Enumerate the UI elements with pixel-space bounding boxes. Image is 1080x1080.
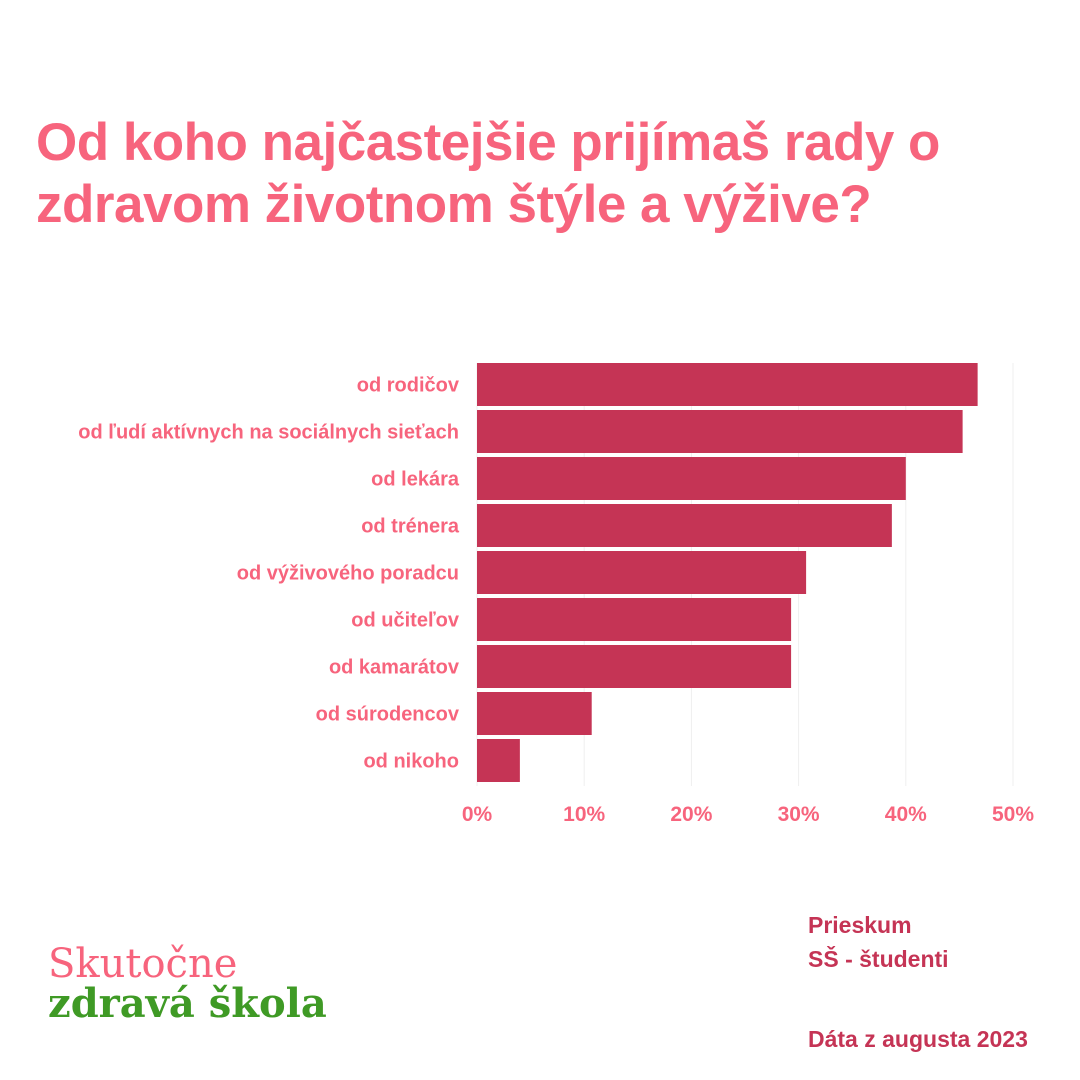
bar <box>477 410 963 453</box>
bar <box>477 692 592 735</box>
category-label: od nikoho <box>363 751 459 773</box>
x-tick-label: 50% <box>992 803 1034 826</box>
bar <box>477 598 792 641</box>
bar <box>477 363 978 406</box>
bar <box>477 457 906 500</box>
bars <box>477 363 978 782</box>
bar <box>477 739 520 782</box>
logo-line-2: zdravá škola <box>48 980 327 1027</box>
survey-group: SŠ - študenti <box>808 946 949 972</box>
category-label: od výživového poradcu <box>237 563 459 585</box>
survey-label: Prieskum <box>808 912 912 938</box>
x-axis-ticks: 0% 10% 20% 30% 40% 50% <box>462 803 1035 826</box>
chart-title: Od koho najčastejšie prijímaš rady o zdr… <box>36 113 940 234</box>
logo-line-1: Skutočne <box>48 941 238 987</box>
category-label: od trénera <box>361 516 460 538</box>
x-tick-label: 40% <box>885 803 927 826</box>
bar <box>477 504 892 547</box>
x-tick-label: 0% <box>462 803 493 826</box>
category-labels: od rodičov od ľudí aktívnych na sociálnyc… <box>78 375 460 773</box>
x-tick-label: 30% <box>778 803 820 826</box>
category-label: od rodičov <box>357 375 460 397</box>
bar <box>477 551 807 594</box>
category-label: od učiteľov <box>351 610 460 632</box>
bar <box>477 645 792 688</box>
x-tick-label: 10% <box>563 803 605 826</box>
survey-note: Prieskum SŠ - študenti <box>808 908 949 976</box>
category-label: od súrodencov <box>316 704 460 726</box>
x-tick-label: 20% <box>670 803 712 826</box>
category-label: od lekára <box>371 469 460 491</box>
logo: Skutočne zdravá škola <box>48 944 327 1024</box>
category-label: od kamarátov <box>329 657 460 679</box>
category-label: od ľudí aktívnych na sociálnych sieťach <box>78 422 459 444</box>
data-date: Dáta z augusta 2023 <box>808 1026 1028 1052</box>
